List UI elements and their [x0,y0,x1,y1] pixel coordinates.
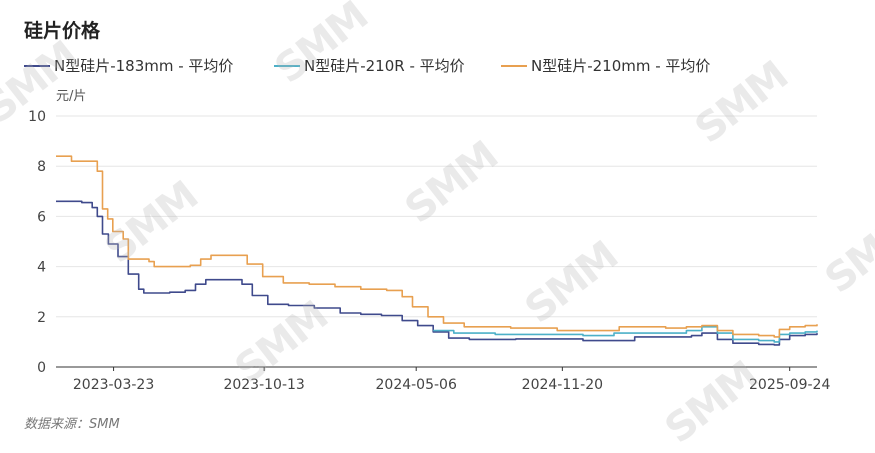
x-tick-label: 2023-10-13 [223,377,304,393]
x-tick-label: 2024-11-20 [522,377,603,393]
x-tick-label: 2024-05-06 [376,377,457,393]
y-tick-label: 4 [37,260,46,276]
legend-label-210mm: N型硅片-210mm - 平均价 [531,57,711,75]
legend-swatch-210r [274,64,300,67]
legend-label-210r: N型硅片-210R - 平均价 [304,57,465,75]
data-source: 数据来源：SMM [24,417,120,432]
y-tick-label: 0 [37,360,46,376]
legend-swatch-210mm [501,64,527,67]
line-chart: 0 2 4 6 8 10 2023-03-23 2023-10-13 2024-05-06 202… [28,109,830,393]
legend-item-210mm[interactable]: N型硅片-210mm - 平均价 [501,55,710,76]
legend-swatch-183mm [24,64,50,67]
chart-title: 硅片价格 [24,20,101,42]
y-axis-unit: 元/片 [56,89,87,104]
legend-item-210r[interactable]: N型硅片-210R - 平均价 [274,55,465,76]
x-tick-label: 2023-03-23 [73,377,154,393]
y-tick-label: 8 [37,159,46,175]
legend-label-183mm: N型硅片-183mm - 平均价 [54,57,234,75]
y-tick-label: 6 [37,209,46,225]
legend-item-183mm[interactable]: N型硅片-183mm - 平均价 [24,55,233,76]
y-tick-label: 10 [28,109,46,125]
series-line-0[interactable] [56,200,818,346]
y-tick-label: 2 [37,310,46,326]
series-line-2[interactable] [56,155,818,338]
x-tick-label: 2025-09-24 [749,377,830,393]
